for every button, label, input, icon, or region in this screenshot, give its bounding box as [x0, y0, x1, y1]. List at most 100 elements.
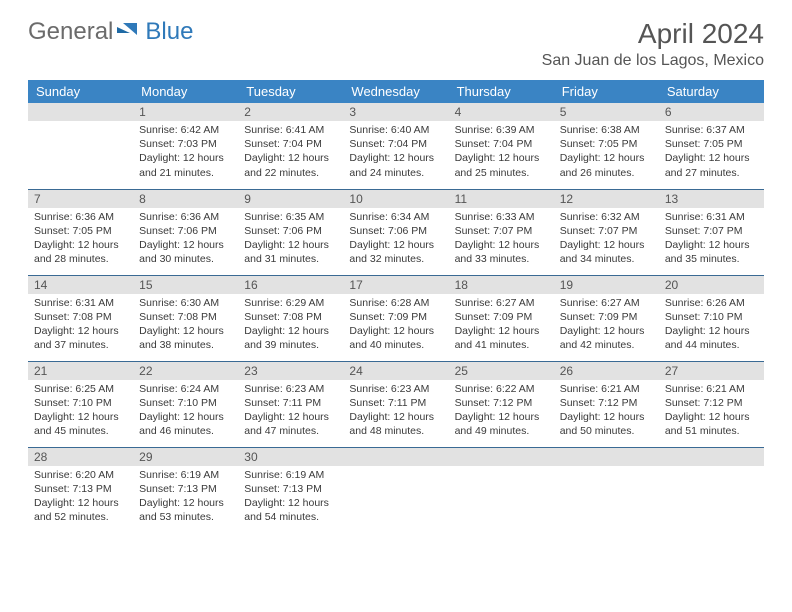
calendar-cell: 21Sunrise: 6:25 AMSunset: 7:10 PMDayligh…	[28, 361, 133, 447]
sunset-text: Sunset: 7:05 PM	[34, 224, 127, 238]
sunrise-text: Sunrise: 6:36 AM	[139, 210, 232, 224]
daylight-text-1: Daylight: 12 hours	[665, 410, 758, 424]
sunrise-text: Sunrise: 6:32 AM	[560, 210, 653, 224]
sunset-text: Sunset: 7:08 PM	[139, 310, 232, 324]
sunset-text: Sunset: 7:04 PM	[244, 137, 337, 151]
daylight-text-1: Daylight: 12 hours	[560, 151, 653, 165]
sunrise-text: Sunrise: 6:30 AM	[139, 296, 232, 310]
daylight-text-1: Daylight: 12 hours	[34, 410, 127, 424]
day-number: 27	[659, 362, 764, 380]
calendar-cell: 7Sunrise: 6:36 AMSunset: 7:05 PMDaylight…	[28, 189, 133, 275]
sunset-text: Sunset: 7:11 PM	[349, 396, 442, 410]
day-body: Sunrise: 6:21 AMSunset: 7:12 PMDaylight:…	[554, 380, 659, 443]
daylight-text-2: and 33 minutes.	[455, 252, 548, 266]
sunset-text: Sunset: 7:10 PM	[34, 396, 127, 410]
day-body: Sunrise: 6:29 AMSunset: 7:08 PMDaylight:…	[238, 294, 343, 357]
daylight-text-2: and 41 minutes.	[455, 338, 548, 352]
daylight-text-2: and 39 minutes.	[244, 338, 337, 352]
calendar-row: 1Sunrise: 6:42 AMSunset: 7:03 PMDaylight…	[28, 103, 764, 189]
calendar-row: 14Sunrise: 6:31 AMSunset: 7:08 PMDayligh…	[28, 275, 764, 361]
day-body: Sunrise: 6:30 AMSunset: 7:08 PMDaylight:…	[133, 294, 238, 357]
daylight-text-2: and 51 minutes.	[665, 424, 758, 438]
sunset-text: Sunset: 7:08 PM	[34, 310, 127, 324]
sunrise-text: Sunrise: 6:22 AM	[455, 382, 548, 396]
dow-monday: Monday	[133, 80, 238, 103]
daylight-text-2: and 42 minutes.	[560, 338, 653, 352]
daylight-text-1: Daylight: 12 hours	[34, 496, 127, 510]
dow-saturday: Saturday	[659, 80, 764, 103]
daylight-text-2: and 35 minutes.	[665, 252, 758, 266]
logo: General Blue	[28, 18, 193, 46]
day-number: 15	[133, 276, 238, 294]
day-body: Sunrise: 6:21 AMSunset: 7:12 PMDaylight:…	[659, 380, 764, 443]
daylight-text-1: Daylight: 12 hours	[349, 324, 442, 338]
sunset-text: Sunset: 7:06 PM	[244, 224, 337, 238]
calendar-row: 21Sunrise: 6:25 AMSunset: 7:10 PMDayligh…	[28, 361, 764, 447]
calendar-cell: 30Sunrise: 6:19 AMSunset: 7:13 PMDayligh…	[238, 447, 343, 533]
daylight-text-2: and 26 minutes.	[560, 166, 653, 180]
day-number: 1	[133, 103, 238, 121]
day-body: Sunrise: 6:25 AMSunset: 7:10 PMDaylight:…	[28, 380, 133, 443]
day-number: 3	[343, 103, 448, 121]
logo-icon	[117, 23, 143, 41]
daylight-text-2: and 25 minutes.	[455, 166, 548, 180]
sunrise-text: Sunrise: 6:21 AM	[665, 382, 758, 396]
calendar-cell: 6Sunrise: 6:37 AMSunset: 7:05 PMDaylight…	[659, 103, 764, 189]
day-number: 19	[554, 276, 659, 294]
sunset-text: Sunset: 7:13 PM	[244, 482, 337, 496]
sunset-text: Sunset: 7:04 PM	[455, 137, 548, 151]
daylight-text-2: and 32 minutes.	[349, 252, 442, 266]
calendar-cell: 26Sunrise: 6:21 AMSunset: 7:12 PMDayligh…	[554, 361, 659, 447]
day-number: 23	[238, 362, 343, 380]
daylight-text-1: Daylight: 12 hours	[34, 324, 127, 338]
calendar-cell: 12Sunrise: 6:32 AMSunset: 7:07 PMDayligh…	[554, 189, 659, 275]
calendar-cell: 3Sunrise: 6:40 AMSunset: 7:04 PMDaylight…	[343, 103, 448, 189]
daylight-text-1: Daylight: 12 hours	[139, 324, 232, 338]
daylight-text-1: Daylight: 12 hours	[349, 151, 442, 165]
day-number: 12	[554, 190, 659, 208]
day-body: Sunrise: 6:42 AMSunset: 7:03 PMDaylight:…	[133, 121, 238, 184]
day-body: Sunrise: 6:36 AMSunset: 7:06 PMDaylight:…	[133, 208, 238, 271]
calendar-cell: 1Sunrise: 6:42 AMSunset: 7:03 PMDaylight…	[133, 103, 238, 189]
day-body: Sunrise: 6:22 AMSunset: 7:12 PMDaylight:…	[449, 380, 554, 443]
title-block: April 2024 San Juan de los Lagos, Mexico	[542, 18, 764, 70]
daylight-text-2: and 54 minutes.	[244, 510, 337, 524]
daylight-text-2: and 46 minutes.	[139, 424, 232, 438]
daylight-text-2: and 31 minutes.	[244, 252, 337, 266]
sunset-text: Sunset: 7:10 PM	[139, 396, 232, 410]
day-number: 11	[449, 190, 554, 208]
day-number	[28, 103, 133, 121]
sunset-text: Sunset: 7:06 PM	[139, 224, 232, 238]
sunrise-text: Sunrise: 6:23 AM	[244, 382, 337, 396]
daylight-text-1: Daylight: 12 hours	[455, 238, 548, 252]
daylight-text-2: and 47 minutes.	[244, 424, 337, 438]
calendar-cell: 20Sunrise: 6:26 AMSunset: 7:10 PMDayligh…	[659, 275, 764, 361]
daylight-text-2: and 53 minutes.	[139, 510, 232, 524]
sunrise-text: Sunrise: 6:41 AM	[244, 123, 337, 137]
sunset-text: Sunset: 7:13 PM	[139, 482, 232, 496]
sunrise-text: Sunrise: 6:23 AM	[349, 382, 442, 396]
calendar-cell: 18Sunrise: 6:27 AMSunset: 7:09 PMDayligh…	[449, 275, 554, 361]
sunset-text: Sunset: 7:13 PM	[34, 482, 127, 496]
calendar-cell: 5Sunrise: 6:38 AMSunset: 7:05 PMDaylight…	[554, 103, 659, 189]
sunrise-text: Sunrise: 6:19 AM	[244, 468, 337, 482]
daylight-text-1: Daylight: 12 hours	[244, 238, 337, 252]
day-number: 26	[554, 362, 659, 380]
day-number	[659, 448, 764, 466]
dow-tuesday: Tuesday	[238, 80, 343, 103]
sunrise-text: Sunrise: 6:31 AM	[34, 296, 127, 310]
daylight-text-2: and 22 minutes.	[244, 166, 337, 180]
day-number: 17	[343, 276, 448, 294]
calendar-cell: 15Sunrise: 6:30 AMSunset: 7:08 PMDayligh…	[133, 275, 238, 361]
sunset-text: Sunset: 7:11 PM	[244, 396, 337, 410]
day-body: Sunrise: 6:24 AMSunset: 7:10 PMDaylight:…	[133, 380, 238, 443]
day-number: 20	[659, 276, 764, 294]
sunset-text: Sunset: 7:07 PM	[665, 224, 758, 238]
calendar-cell	[449, 447, 554, 533]
day-body: Sunrise: 6:19 AMSunset: 7:13 PMDaylight:…	[238, 466, 343, 529]
daylight-text-2: and 45 minutes.	[34, 424, 127, 438]
day-number: 9	[238, 190, 343, 208]
calendar-cell	[659, 447, 764, 533]
calendar-cell	[343, 447, 448, 533]
day-number: 7	[28, 190, 133, 208]
